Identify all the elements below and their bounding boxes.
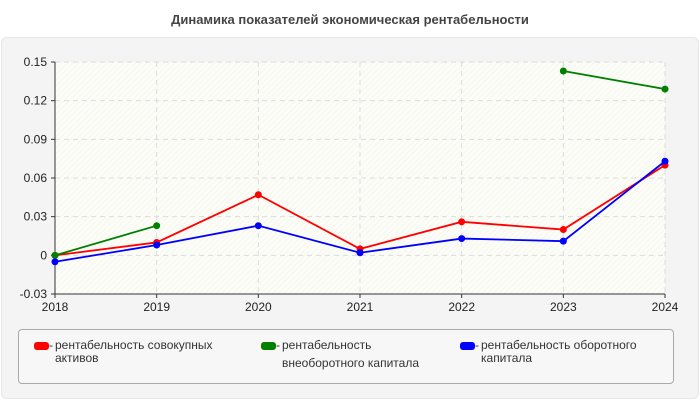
y-tick-label: -0.03 [20,287,48,301]
legend-swatch-green [261,342,276,350]
x-tick-label: 2022 [448,300,475,314]
x-tick-label: 2021 [347,300,374,314]
y-tick-label: 0 [40,248,47,262]
legend-label: рентабельность оборотного капитала [475,339,661,365]
data-point [51,258,59,266]
x-tick-label: 2019 [143,300,170,314]
data-point [356,249,364,257]
y-tick-label: 0.15 [24,55,48,69]
data-point [559,226,567,234]
data-point [458,235,466,243]
series-line-1 [54,224,157,257]
data-point [51,251,59,259]
legend: рентабельность совокупных активов рентаб… [18,329,674,384]
legend-label: рентабельность совокупных активов [49,339,235,365]
data-point [559,237,567,245]
y-tick-label: 0.03 [24,210,48,224]
data-point [153,241,161,249]
x-tick-label: 2018 [42,300,69,314]
data-point [254,222,262,230]
y-tick-label: 0.06 [24,171,48,185]
data-point [661,85,669,93]
data-point [153,222,161,230]
legend-swatch-blue [460,342,475,350]
x-tick-label: 2020 [245,300,272,314]
y-tick-label: 0.12 [24,94,48,108]
data-point [254,191,262,199]
legend-label: рентабельность внеоборотного капитала [276,336,432,372]
x-tick-label: 2023 [550,300,577,314]
data-point [458,218,466,226]
data-point [661,157,669,165]
data-point [559,67,567,75]
x-tick-label: 2024 [652,300,679,314]
chart-title: Динамика показателей экономическая рента… [171,12,529,27]
series-line-1 [563,70,666,90]
legend-swatch-red [34,342,49,350]
y-tick-label: 0.09 [24,132,48,146]
